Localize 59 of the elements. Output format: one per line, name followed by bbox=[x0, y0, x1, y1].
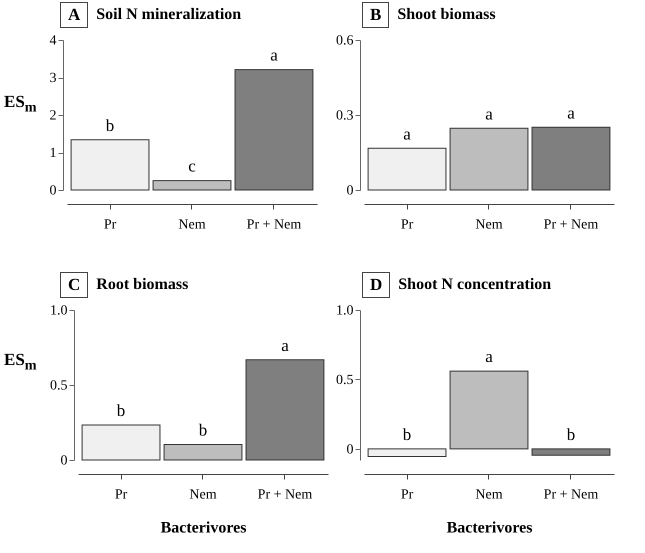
y-tick-label: 3 bbox=[50, 71, 56, 86]
bar bbox=[368, 148, 446, 190]
chart-title: Shoot biomass bbox=[397, 6, 496, 24]
panel-letter-box: D bbox=[362, 272, 390, 298]
x-tick-label: Pr + Nem bbox=[258, 488, 312, 502]
annotation: b bbox=[106, 116, 114, 135]
y-tick-label: 4 bbox=[50, 34, 56, 48]
bar bbox=[234, 69, 314, 190]
x-tick-label: Nem bbox=[189, 488, 217, 502]
y-tick-label: 0 bbox=[60, 454, 68, 468]
annotation: a bbox=[270, 46, 278, 65]
y-tick-label: 0.5 bbox=[50, 378, 68, 394]
y-tick-label: 1.0 bbox=[50, 304, 68, 318]
annotation: a bbox=[485, 347, 494, 366]
x-axis-title: Bacterivores bbox=[446, 520, 532, 536]
annotation: b bbox=[116, 401, 126, 420]
bar bbox=[532, 126, 610, 190]
x-tick-label: Pr bbox=[104, 218, 117, 232]
chart-title: Shoot N concentration bbox=[398, 276, 552, 294]
x-tick-label: Pr + Nem bbox=[544, 218, 598, 232]
y-tick-label: 1.0 bbox=[336, 304, 354, 318]
annotation: b bbox=[198, 420, 208, 440]
x-tick-label: Pr + Nem bbox=[246, 218, 302, 232]
x-tick-label: Nem bbox=[475, 488, 503, 502]
x-tick-label: Nem bbox=[475, 218, 503, 232]
y-tick-label: 2 bbox=[50, 108, 56, 124]
bar bbox=[70, 139, 150, 190]
chart-title: Root biomass bbox=[96, 276, 188, 294]
y-tick-label: 0.5 bbox=[336, 372, 354, 388]
bar bbox=[164, 444, 242, 460]
y-tick-label: 0.3 bbox=[336, 108, 354, 124]
y-tick-label: 0 bbox=[346, 184, 354, 198]
y-tick-label: 0 bbox=[346, 442, 354, 458]
panel-letter-box: C bbox=[60, 272, 88, 298]
x-tick-label: Nem bbox=[178, 218, 206, 232]
annotation: a bbox=[281, 336, 290, 355]
annotation: b bbox=[566, 424, 576, 444]
y-axis-title: ES$_{m}$ bbox=[4, 92, 37, 116]
x-tick-label: Pr + Nem bbox=[544, 488, 598, 502]
bar bbox=[450, 128, 528, 190]
bar bbox=[82, 424, 160, 460]
y-tick-label: 0 bbox=[50, 184, 56, 198]
panel-letter-box: A bbox=[60, 2, 88, 28]
y-axis-title: ES$_{m}$ bbox=[4, 350, 37, 374]
x-tick-label: Pr bbox=[114, 488, 128, 502]
x-axis-title: Bacterivores bbox=[160, 520, 246, 536]
annotation: b bbox=[402, 424, 412, 444]
panel-letter-box: B bbox=[362, 2, 390, 28]
x-tick-label: Pr bbox=[400, 488, 414, 502]
y-tick-label: 1 bbox=[50, 146, 56, 161]
annotation: a bbox=[485, 104, 494, 124]
bar bbox=[246, 359, 324, 460]
annotation: a bbox=[567, 103, 576, 122]
y-tick-label: 0.6 bbox=[336, 34, 354, 48]
x-tick-label: Pr bbox=[400, 218, 414, 232]
bar bbox=[152, 180, 232, 190]
annotation: c bbox=[188, 156, 196, 176]
annotation: a bbox=[403, 124, 412, 144]
chart-title: Soil N mineralization bbox=[96, 6, 242, 24]
